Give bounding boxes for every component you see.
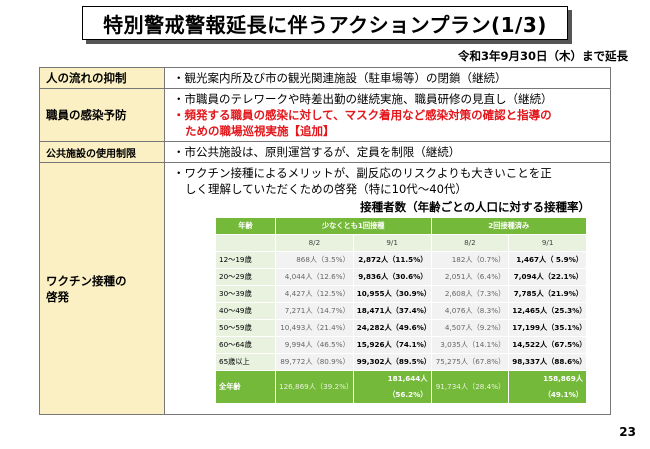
plan-row-facility-restriction: 公共施設の使用制限 ・市公共施設は、原則運営するが、定員を制限（継続）: [39, 141, 611, 163]
value-cell: 7,271人（14.7%）: [275, 302, 354, 320]
page-number: 23: [619, 425, 636, 439]
value-cell: 10,955人（30.9%）: [352, 285, 432, 303]
total-cell: 91,734人（28.4%）: [430, 370, 510, 404]
value-cell: 7,785人（21.9%）: [508, 285, 587, 303]
content-line-red: ための職場巡視実施【追加】: [185, 124, 335, 138]
vaccine-row: 40～49歳 7,271人（14.7%） 18,471人（37.4%） 4,076人（…: [215, 302, 587, 320]
vaccine-body: 12～19歳 868人（3.5%） 2,872人（11.5%） 182人（0.7%） 1…: [215, 251, 587, 371]
vaccine-table: 年齢 少なくとも1回接種 2回接種済み 8/2 9/1 8/2 9/1 12～1…: [215, 217, 587, 404]
vaccine-row: 20～29歳 4,044人（12.6%） 9,836人（30.6%） 2,051人（6…: [215, 268, 587, 286]
value-cell: 4,076人（8.3%）: [430, 302, 510, 320]
row-label: 職員の感染予防: [39, 88, 165, 142]
value-cell: 2,051人（6.4%）: [430, 268, 510, 286]
date-cell: [215, 234, 276, 252]
total-cell: 181,644人（56.2%）: [352, 370, 432, 404]
vaccine-header-row: 年齢 少なくとも1回接種 2回接種済み: [215, 217, 587, 235]
total-age: 全年齢: [215, 370, 276, 404]
row-label: 公共施設の使用制限: [39, 141, 165, 163]
value-cell: 99,302人（89.5%）: [352, 353, 432, 371]
value-cell: 98,337人（88.6%）: [508, 353, 587, 371]
content-line-red: ・頻発する職員の感染に対して、マスク着用など感染対策の確認と指導の: [173, 108, 552, 122]
age-cell: 50～59歳: [215, 319, 276, 337]
value-cell: 9,836人（30.6%）: [352, 268, 432, 286]
age-cell: 12～19歳: [215, 251, 276, 269]
header-group1: 少なくとも1回接種: [275, 217, 432, 235]
age-cell: 60～64歳: [215, 336, 276, 354]
vaccine-row: 30～39歳 4,427人（12.5%） 10,955人（30.9%） 2,608人（…: [215, 285, 587, 303]
header-age: 年齢: [215, 217, 276, 235]
vaccine-date-row: 8/2 9/1 8/2 9/1: [215, 234, 587, 252]
plan-row-flow-restriction: 人の流れの抑制 ・観光案内所及び市の観光関連施設（駐車場等）の閉鎖（継続）: [39, 67, 611, 89]
date-cell: 8/2: [275, 234, 354, 252]
value-cell: 9,994人（46.5%）: [275, 336, 354, 354]
row-content: ・市職員のテレワークや時差出勤の継続実施、職員研修の見直し（継続） ・頻発する職…: [164, 88, 611, 142]
row-content: ・市公共施設は、原則運営するが、定員を制限（継続）: [164, 141, 611, 163]
value-cell: 868人（3.5%）: [275, 251, 354, 269]
value-cell: 89,772人（80.9%）: [275, 353, 354, 371]
vaccine-row: 60～64歳 9,994人（46.5%） 15,926人（74.1%） 3,035人（…: [215, 336, 587, 354]
vaccine-row: 65歳以上 89,772人（80.9%） 99,302人（89.5%） 75,275人…: [215, 353, 587, 371]
row-label-line: ワクチン接種の: [46, 273, 127, 288]
deadline-text: 令和3年9月30日（木）まで延長: [457, 49, 628, 63]
plan-row-vaccine: ワクチン接種の 啓発 ・ワクチン接種によるメリットが、副反応のリスクよりも大きい…: [39, 162, 611, 415]
value-cell: 182人（0.7%）: [430, 251, 510, 269]
action-plan-table: 人の流れの抑制 ・観光案内所及び市の観光関連施設（駐車場等）の閉鎖（継続） 職員…: [39, 67, 611, 415]
value-cell: 14,522人（67.5%）: [508, 336, 587, 354]
value-cell: 2,608人（7.3%）: [430, 285, 510, 303]
value-cell: 1,467人（ 5.9%）: [508, 251, 587, 269]
value-cell: 4,507人（9.2%）: [430, 319, 510, 337]
value-cell: 10,493人（21.4%）: [275, 319, 354, 337]
content-line: しく理解していただくための啓発（特に10代～40代）: [185, 182, 467, 196]
value-cell: 7,094人（22.1%）: [508, 268, 587, 286]
vaccine-row: 50～59歳 10,493人（21.4%） 24,282人（49.6%） 4,507人…: [215, 319, 587, 337]
date-cell: 9/1: [352, 234, 432, 252]
age-cell: 40～49歳: [215, 302, 276, 320]
date-cell: 8/2: [430, 234, 510, 252]
age-cell: 30～39歳: [215, 285, 276, 303]
vaccine-total-row: 全年齢 126,869人（39.2%） 181,644人（56.2%） 91,7…: [215, 370, 587, 404]
value-cell: 17,199人（35.1%）: [508, 319, 587, 337]
plan-row-staff-infection: 職員の感染予防 ・市職員のテレワークや時差出勤の継続実施、職員研修の見直し（継続…: [39, 88, 611, 142]
total-cell: 126,869人（39.2%）: [275, 370, 354, 404]
value-cell: 3,035人（14.1%）: [430, 336, 510, 354]
value-cell: 18,471人（37.4%）: [352, 302, 432, 320]
row-label: 人の流れの抑制: [39, 67, 165, 89]
age-cell: 65歳以上: [215, 353, 276, 371]
header-group2: 2回接種済み: [430, 217, 587, 235]
date-cell: 9/1: [508, 234, 587, 252]
total-cell: 158,869人（49.1%）: [508, 370, 587, 404]
page-title: 特別警戒警報延長に伴うアクションプラン(1/3): [82, 6, 568, 40]
age-cell: 20～29歳: [215, 268, 276, 286]
value-cell: 24,282人（49.6%）: [352, 319, 432, 337]
value-cell: 12,465人（25.3%）: [508, 302, 587, 320]
value-cell: 75,275人（67.8%）: [430, 353, 510, 371]
row-label-line: 啓発: [46, 289, 69, 304]
row-content: ・ワクチン接種によるメリットが、副反応のリスクよりも大きいことを正 しく理解して…: [164, 162, 611, 415]
row-label: ワクチン接種の 啓発: [39, 162, 165, 415]
value-cell: 4,427人（12.5%）: [275, 285, 354, 303]
vaccine-table-title: 接種者数（年齢ごとの人口に対する接種率）: [360, 200, 590, 214]
row-content: ・観光案内所及び市の観光関連施設（駐車場等）の閉鎖（継続）: [164, 67, 611, 89]
vaccine-row: 12～19歳 868人（3.5%） 2,872人（11.5%） 182人（0.7%） 1…: [215, 251, 587, 269]
value-cell: 2,872人（11.5%）: [352, 251, 432, 269]
content-line: ・ワクチン接種によるメリットが、副反応のリスクよりも大きいことを正: [173, 166, 552, 180]
content-line: ・市職員のテレワークや時差出勤の継続実施、職員研修の見直し（継続）: [173, 92, 553, 106]
value-cell: 15,926人（74.1%）: [352, 336, 432, 354]
value-cell: 4,044人（12.6%）: [275, 268, 354, 286]
